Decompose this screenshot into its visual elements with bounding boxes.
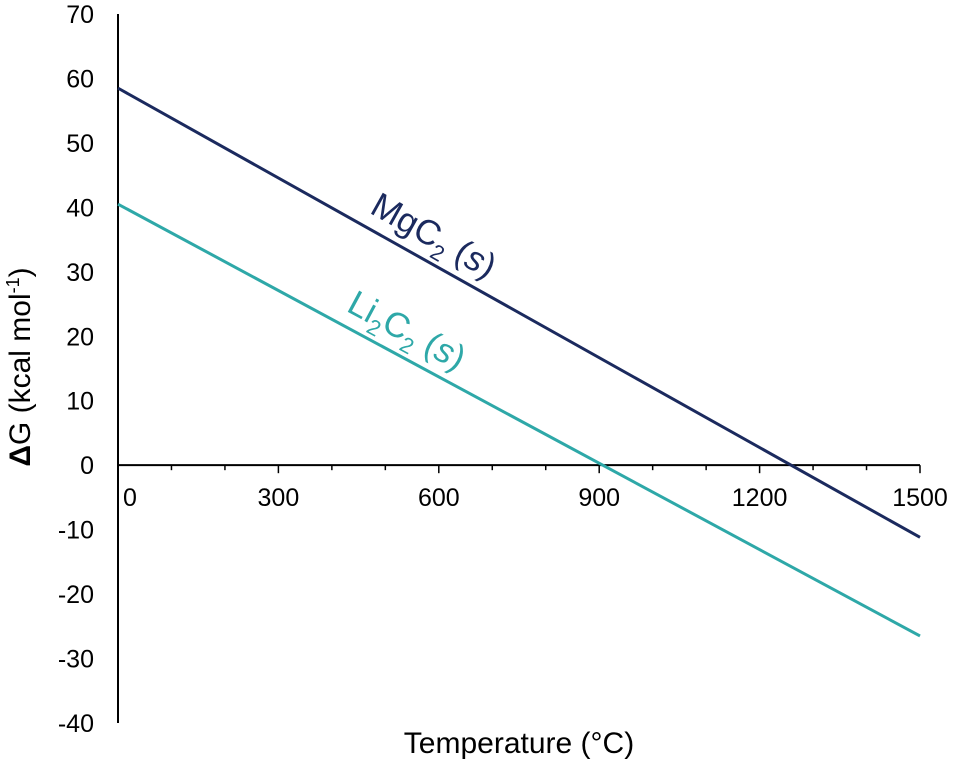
y-tick-label: 20 [66, 323, 94, 351]
y-axis-title: ΔG (kcal mol-1) [3, 267, 37, 466]
series-lines [117, 86, 921, 638]
series-line-mgc2 [117, 86, 921, 539]
x-axis-title: Temperature (°C) [404, 727, 634, 760]
y-tick-label: 50 [66, 130, 94, 158]
y-tick-label: -20 [58, 581, 94, 609]
y-tick-label: 70 [66, 1, 94, 29]
x-tick-label: 1500 [892, 484, 948, 512]
y-tick-label: -30 [58, 646, 94, 674]
x-tick-labels: 0 300 600 900 1200 1500 [123, 484, 948, 512]
series-label-mgc2: MgC2 (s) [362, 185, 503, 291]
y-tick-label: -10 [58, 517, 94, 545]
x-tick-label: 0 [123, 484, 137, 512]
y-tick-labels: 70 60 50 40 30 20 10 0 -10 -20 -30 -40 [58, 1, 94, 738]
axes [117, 14, 920, 723]
x-tick-label: 600 [418, 484, 460, 512]
y-tick-label: 10 [66, 388, 94, 416]
y-tick-label: 40 [66, 194, 94, 222]
y-tick-label: -40 [58, 710, 94, 738]
y-tick-label: 60 [66, 65, 94, 93]
series-line-li2c2 [117, 202, 921, 638]
y-tick-label: 0 [80, 452, 94, 480]
y-tick-label: 30 [66, 259, 94, 287]
x-tick-label: 900 [578, 484, 620, 512]
x-tick-label: 1200 [732, 484, 788, 512]
x-tick-marks [170, 465, 921, 474]
x-tick-label: 300 [258, 484, 300, 512]
